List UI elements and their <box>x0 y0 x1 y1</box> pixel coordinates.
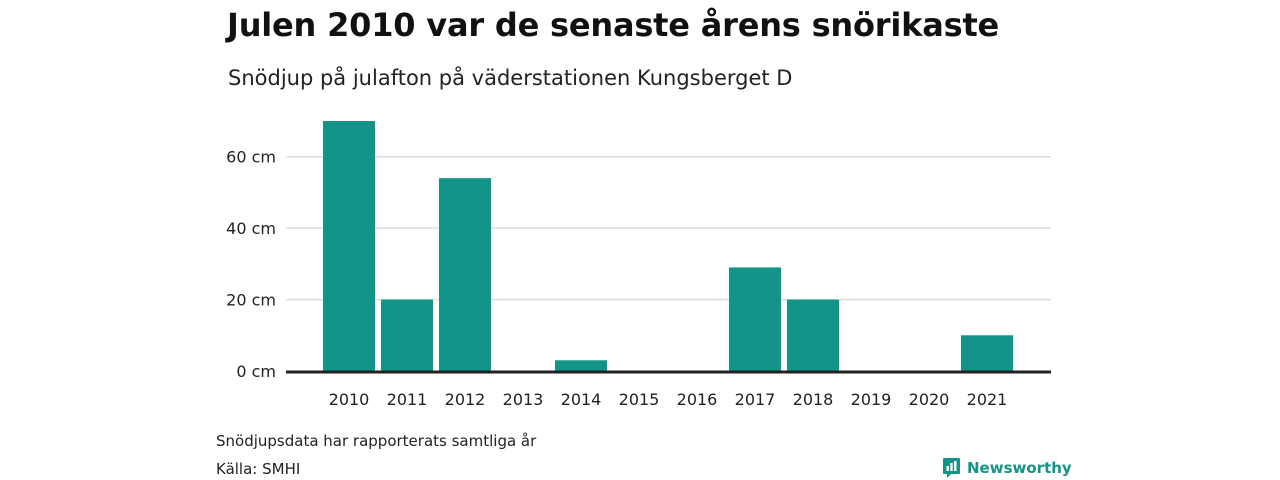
brand-name: Newsworthy <box>967 459 1072 477</box>
bar-2012 <box>439 178 491 371</box>
bar-2014 <box>555 360 607 371</box>
bar-2011 <box>381 299 433 371</box>
x-tick-label-2014: 2014 <box>561 390 602 409</box>
x-tick-label-2016: 2016 <box>677 390 718 409</box>
bar-2017 <box>729 267 781 371</box>
x-tick-label-2013: 2013 <box>503 390 544 409</box>
source-text: Källa: SMHI <box>216 460 301 478</box>
y-tick-label: 60 cm <box>226 148 276 167</box>
x-tick-label-2010: 2010 <box>329 390 370 409</box>
bar-2018 <box>787 299 839 371</box>
x-tick-label-2011: 2011 <box>387 390 428 409</box>
x-tick-label-2020: 2020 <box>909 390 950 409</box>
bar-2021 <box>961 335 1013 371</box>
x-tick-label-2021: 2021 <box>967 390 1008 409</box>
footnote: Snödjupsdata har rapporterats samtliga å… <box>216 432 537 450</box>
bars <box>323 121 1013 371</box>
chart-subtitle: Snödjup på julafton på väderstationen Ku… <box>228 66 793 90</box>
x-tick-label-2012: 2012 <box>445 390 486 409</box>
x-tick-label-2018: 2018 <box>793 390 834 409</box>
bar-chart: 0 cm 20 cm 40 cm 60 cm 2010 2011 2012 2013 2014… <box>226 121 1051 409</box>
newsworthy-logo-icon <box>943 458 960 478</box>
y-axis-ticks: 0 cm 20 cm 40 cm 60 cm <box>226 148 276 381</box>
y-tick-label: 0 cm <box>236 362 276 381</box>
x-axis-ticks: 2010 2011 2012 2013 2014 2015 2016 2017 2018 2019… <box>329 390 1008 409</box>
y-tick-label: 40 cm <box>226 219 276 238</box>
x-tick-label-2015: 2015 <box>619 390 660 409</box>
x-tick-label-2019: 2019 <box>851 390 892 409</box>
y-tick-label: 20 cm <box>226 291 276 310</box>
x-tick-label-2017: 2017 <box>735 390 776 409</box>
bar-2010 <box>323 121 375 371</box>
brand-logo: Newsworthy <box>942 457 1072 479</box>
chart-title: Julen 2010 var de senaste årens snörikas… <box>227 6 1000 44</box>
gridlines <box>286 155 1051 301</box>
